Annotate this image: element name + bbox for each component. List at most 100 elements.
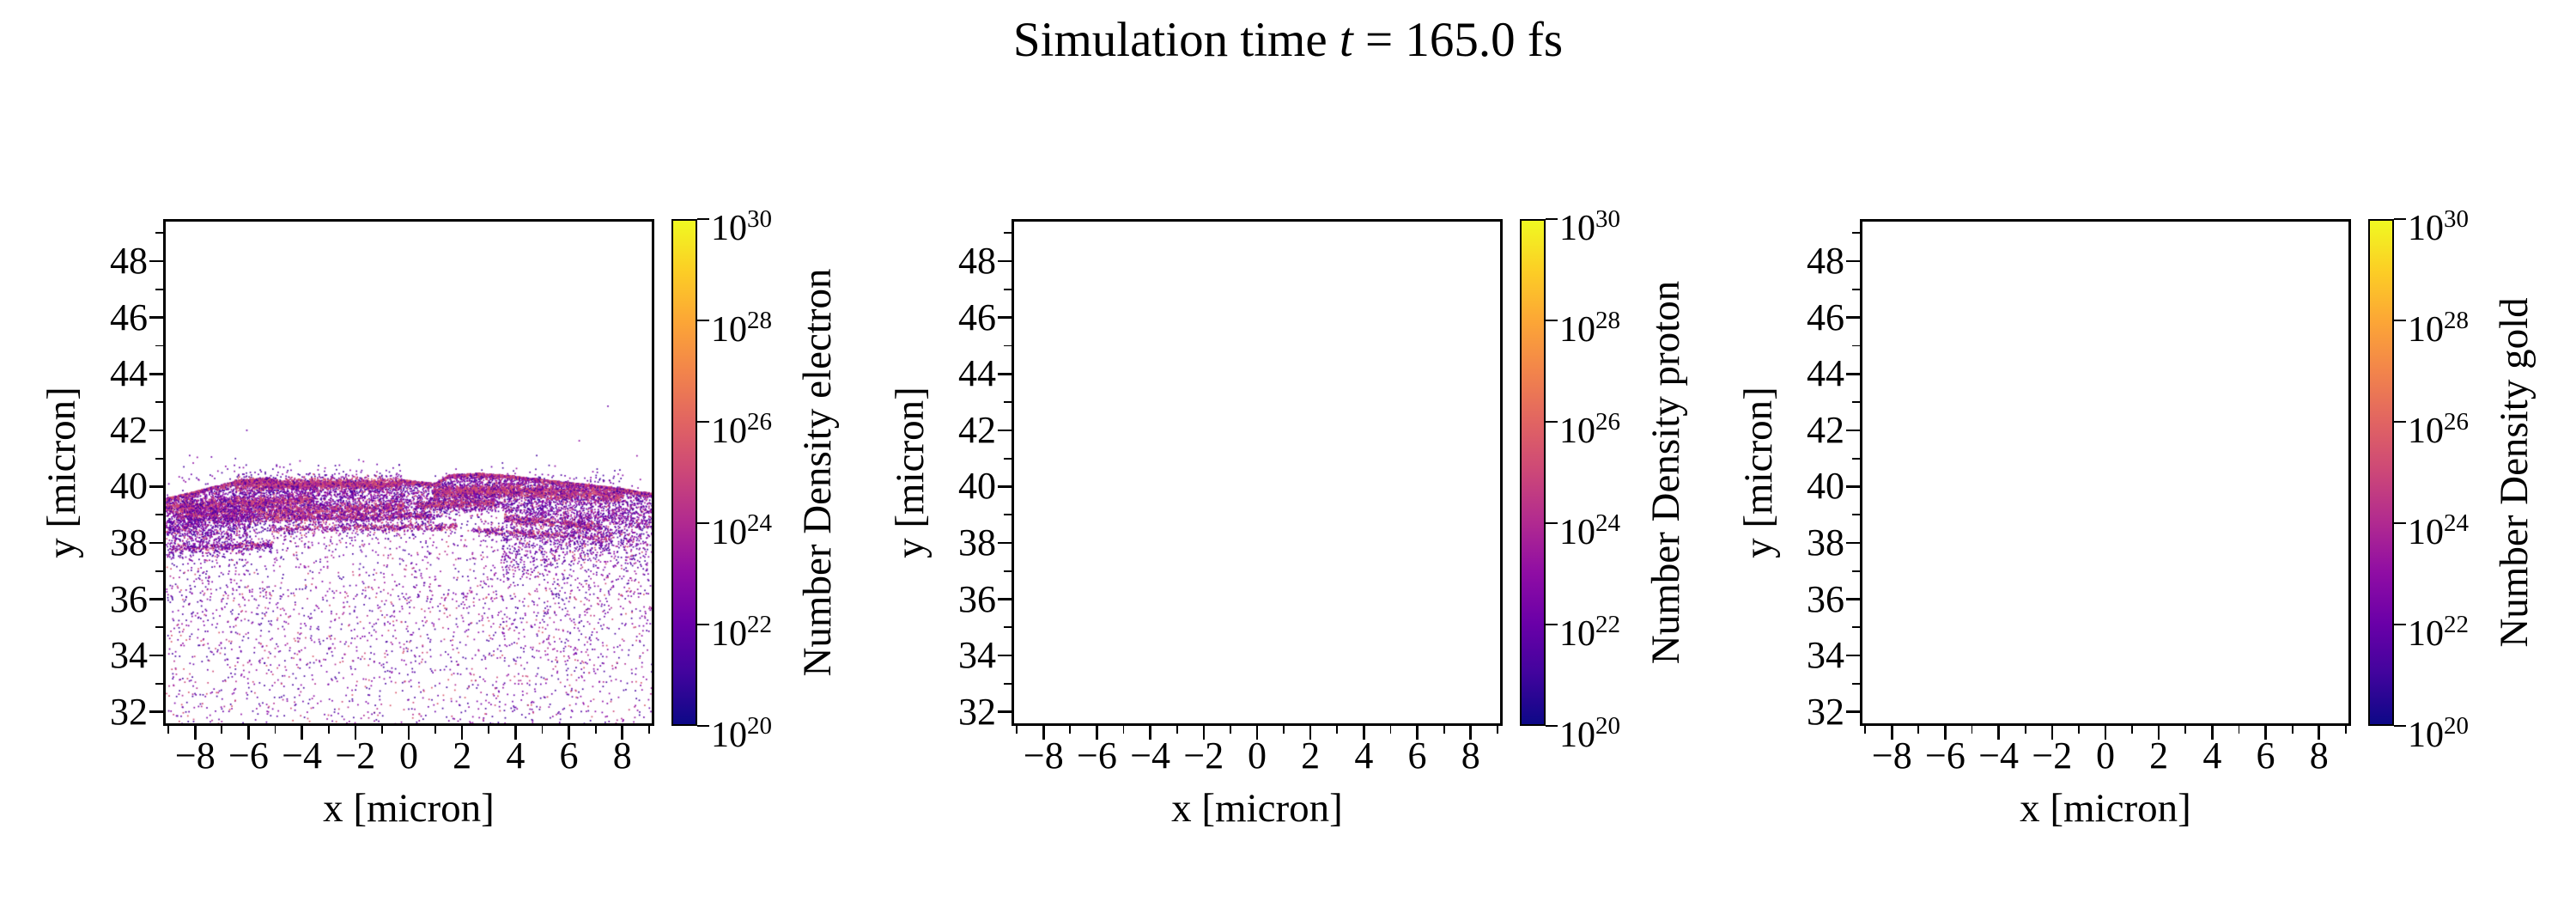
axis-tick [2394,724,2406,728]
axis-tick [1846,598,1860,600]
y-tick-label: 44 [1807,352,1844,395]
colorbar-tick-label: 1020 [711,712,772,755]
axis-tick [1852,626,1860,629]
axis-tick [514,726,517,740]
axis-tick [2344,726,2347,734]
axis-tick [697,623,709,626]
axis-tick [2318,726,2320,740]
y-tick-label: 34 [958,634,996,677]
axis-tick [1852,232,1860,235]
panel-gold: y [micron] x [micron] Number Density gol… [1697,0,2555,902]
colorbar-tick-label: 1022 [711,611,772,654]
axis-tick [1336,726,1339,734]
axis-tick [1852,344,1860,347]
title-suffix: = 165.0 fs [1352,13,1564,67]
colorbar-tick-label: 1024 [1559,509,1620,552]
colorbar-tick-label: 1020 [2408,712,2469,755]
axis-tick [155,682,163,685]
axis-tick [1004,682,1012,685]
axis-tick [2291,726,2293,734]
x-tick-label: 0 [399,734,418,777]
axis-tick [149,429,163,432]
axis-tick [1997,726,2000,740]
axis-tick [155,289,163,290]
x-axis-label: x [micron] [2020,786,2191,831]
y-tick-label: 34 [1807,634,1844,677]
figure-title: Simulation time t = 165.0 fs [0,12,2576,68]
axis-tick [998,259,1012,263]
x-tick-label: −8 [1871,734,1912,777]
axis-tick [155,570,163,572]
axis-tick [697,217,709,221]
x-tick-label: 0 [1248,734,1267,777]
title-time-variable: t [1339,13,1353,67]
axis-tick [541,726,544,734]
colorbar-tick-label: 1026 [1559,408,1620,451]
axis-tick [434,726,436,734]
axis-tick [149,316,163,319]
axis-tick [1363,726,1365,740]
axis-tick [2238,726,2240,734]
axis-tick [697,724,709,728]
axis-tick [194,726,197,740]
axis-tick [1546,623,1558,626]
axis-tick [2157,726,2160,740]
colorbar-gold [2368,219,2394,726]
axis-tick [1546,217,1558,221]
axis-tick [1496,726,1498,734]
axis-tick [221,726,223,734]
axis-tick [1846,373,1860,375]
panel-proton: y [micron] x [micron] Number Density pro… [848,0,1707,902]
axis-tick [1004,289,1012,290]
y-tick-label: 42 [110,408,148,451]
x-tick-label: −4 [282,734,323,777]
axis-tick [155,457,163,460]
axis-tick [1846,316,1860,319]
x-tick-label: −4 [1978,734,2020,777]
colorbar-tick-label: 1028 [2408,307,2469,350]
axis-tick [2394,420,2406,424]
x-tick-label: −2 [335,734,376,777]
colorbar-tick-label: 1026 [711,408,772,451]
axis-tick [2394,623,2406,626]
axis-tick [1004,344,1012,347]
axis-tick [998,485,1012,488]
axis-tick [1944,726,1947,740]
colorbar-label-electron: Number Density electron [795,268,840,677]
y-tick-label: 38 [1807,521,1844,564]
x-tick-label: 6 [1407,734,1427,777]
axis-tick [1971,726,1973,734]
colorbar-tick-label: 1030 [1559,205,1620,248]
axis-tick [1546,724,1558,728]
y-tick-label: 48 [1807,240,1844,283]
axis-tick [1202,726,1206,740]
axis-tick [998,316,1012,319]
axis-tick [1846,710,1860,713]
axis-tick [1846,429,1860,432]
colorbar-tick-label: 1022 [1559,611,1620,654]
x-tick-label: 8 [612,734,632,777]
colorbar-tick-label: 1024 [2408,509,2469,552]
axis-tick [301,726,303,740]
axis-tick [697,521,709,525]
axis-tick [1004,570,1012,572]
axis-tick [1846,654,1860,657]
x-tick-label: 4 [506,734,526,777]
axis-tick [2394,319,2406,322]
x-axis-label: x [micron] [323,786,495,831]
axis-tick [1852,570,1860,572]
y-tick-label: 32 [1807,690,1844,733]
x-tick-label: −2 [2032,734,2073,777]
colorbar-label-proton: Number Density proton [1643,280,1688,665]
y-tick-label: 46 [1807,296,1844,338]
axis-tick [1149,726,1151,740]
electron-density-scatter-canvas [166,222,652,723]
axis-tick [1546,319,1558,322]
axis-tick [1004,626,1012,629]
axis-tick [407,726,410,740]
colorbar-tick-label: 1022 [2408,611,2469,654]
axis-tick [167,726,170,734]
x-tick-label: 4 [1354,734,1374,777]
axis-tick [155,514,163,516]
